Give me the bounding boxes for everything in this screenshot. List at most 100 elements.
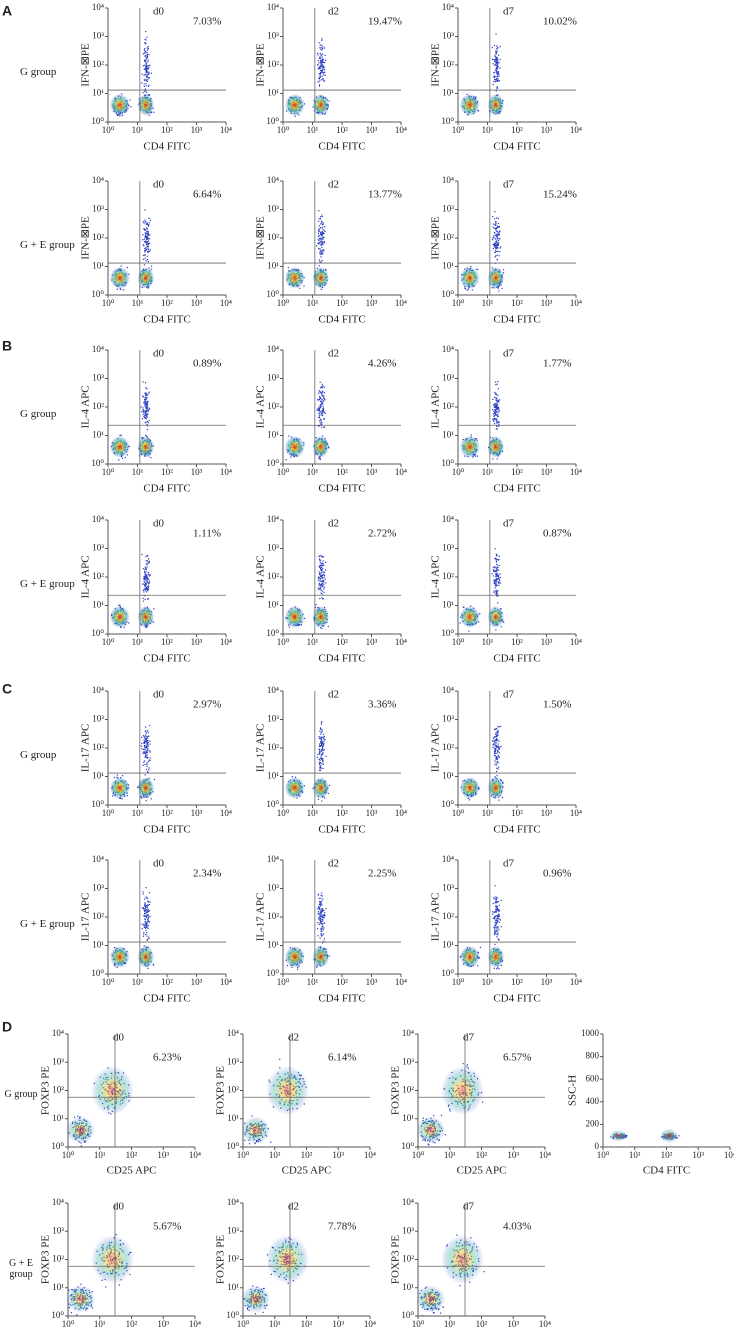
event-dot xyxy=(145,243,147,246)
event-dot xyxy=(494,246,497,248)
event-dot xyxy=(143,415,145,418)
event-dot xyxy=(318,234,320,236)
event-dot xyxy=(144,254,146,256)
event-dot xyxy=(496,45,498,47)
event-dot xyxy=(321,590,323,592)
event-dot xyxy=(321,402,323,404)
event-dot xyxy=(144,749,146,751)
event-dot xyxy=(494,227,497,229)
event-dot xyxy=(317,798,320,800)
x-tick-label: 10¹ xyxy=(307,808,319,818)
event-dot xyxy=(321,60,323,62)
event-dot xyxy=(496,752,498,754)
event-dot xyxy=(317,54,319,56)
event-dot xyxy=(495,227,497,229)
event-dot xyxy=(497,80,499,82)
event-dot xyxy=(148,392,150,394)
event-dot xyxy=(145,738,147,740)
event-dot xyxy=(146,586,148,588)
event-dot xyxy=(496,407,498,409)
event-dot xyxy=(494,211,496,213)
event-dot xyxy=(320,63,322,65)
y-tick-label: 10² xyxy=(442,571,454,581)
event-dot xyxy=(142,764,144,766)
event-dot xyxy=(321,243,324,245)
event-dot xyxy=(322,241,324,243)
event-dot xyxy=(322,598,324,600)
event-dot xyxy=(143,745,146,747)
event-dot xyxy=(144,392,146,394)
event-dot xyxy=(144,579,146,581)
event-dot xyxy=(142,92,144,94)
event-dot xyxy=(322,565,324,567)
event-dot xyxy=(143,752,145,754)
event-dot xyxy=(319,218,322,220)
event-dot xyxy=(318,42,320,44)
event-dot xyxy=(148,572,150,574)
event-dot xyxy=(144,573,146,575)
event-dot xyxy=(319,79,321,81)
x-tick-label: 10⁴ xyxy=(395,808,407,818)
event-dot xyxy=(145,54,147,57)
event-dot xyxy=(495,255,497,257)
x-tick-label: 10⁴ xyxy=(220,808,232,818)
event-dot xyxy=(147,241,149,243)
event-dot xyxy=(493,243,495,246)
event-dot xyxy=(322,228,324,230)
event-dot xyxy=(499,250,501,253)
event-dot xyxy=(494,243,496,246)
event-dot xyxy=(319,559,321,561)
event-dot xyxy=(145,62,147,64)
event-dot xyxy=(142,221,144,223)
event-dot xyxy=(497,244,499,247)
event-dot xyxy=(144,221,146,223)
event-dot xyxy=(320,243,322,245)
event-dot xyxy=(321,49,323,51)
event-dot xyxy=(143,401,146,403)
event-dot xyxy=(144,763,146,766)
event-dot xyxy=(323,417,325,420)
event-dot xyxy=(143,49,145,51)
event-dot xyxy=(496,414,498,416)
event-dot xyxy=(144,393,146,395)
event-dot xyxy=(146,554,148,557)
event-dot xyxy=(322,435,324,437)
y-tick-label: 10⁰ xyxy=(266,116,279,126)
event-dot xyxy=(146,222,148,224)
event-dot xyxy=(146,577,148,579)
event-dot xyxy=(497,247,499,249)
event-dot xyxy=(146,54,148,56)
event-dot xyxy=(496,403,498,405)
event-dot xyxy=(496,247,498,250)
event-dot xyxy=(318,761,320,764)
event-dot xyxy=(322,763,324,766)
event-dot xyxy=(148,222,150,224)
x-axis-label: CD4 FITC xyxy=(318,653,365,665)
event-dot xyxy=(499,238,501,240)
event-dot xyxy=(148,71,150,74)
event-dot xyxy=(143,577,145,580)
event-dot xyxy=(495,72,498,74)
event-dot xyxy=(496,733,498,735)
event-dot xyxy=(494,250,497,252)
event-dot xyxy=(146,55,149,57)
event-dot xyxy=(320,47,322,49)
scatter-cloud xyxy=(109,724,156,802)
event-dot xyxy=(146,737,148,739)
event-dot xyxy=(116,288,118,290)
event-dot xyxy=(499,576,501,579)
event-dot xyxy=(493,72,495,74)
event-dot xyxy=(320,216,322,218)
event-dot xyxy=(317,579,320,582)
event-dot xyxy=(319,76,321,78)
event-dot xyxy=(323,426,326,428)
event-dot xyxy=(147,73,150,76)
event-dot xyxy=(148,217,150,219)
event-dot xyxy=(318,243,320,245)
event-dot xyxy=(317,220,320,222)
event-dot xyxy=(148,242,151,244)
event-dot xyxy=(148,767,150,769)
y-tick-label: 10¹ xyxy=(92,88,104,98)
event-dot xyxy=(494,231,496,234)
event-dot xyxy=(146,69,148,71)
